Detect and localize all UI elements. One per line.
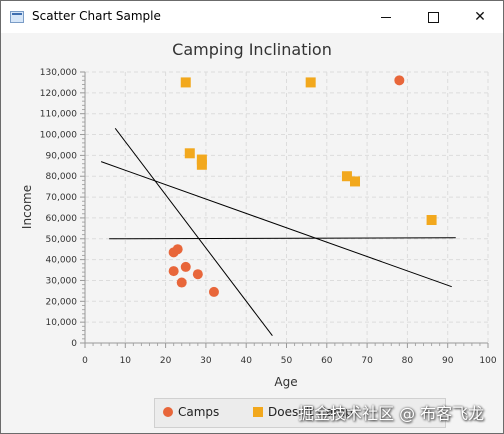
x-tick-label: 20 xyxy=(160,356,172,366)
x-tick-label: 60 xyxy=(321,356,333,366)
y-tick-label: 110,000 xyxy=(40,110,77,120)
y-tick-label: 120,000 xyxy=(40,89,77,99)
legend-label: Camps xyxy=(178,405,220,419)
legend-square-icon xyxy=(253,407,263,417)
x-tick-label: 80 xyxy=(402,356,414,366)
doesnt-camp-point xyxy=(305,77,316,88)
overlay-line xyxy=(100,161,452,288)
minimize-icon xyxy=(381,16,391,18)
tick-labels: 0 10 20 30 40 50 60 70 80 90 100 0 10,000 20,000 30,00… xyxy=(40,68,497,366)
camps-point xyxy=(192,269,203,280)
doesnt-camp-point xyxy=(196,159,207,170)
title-bar[interactable]: Scatter Chart Sample ✕ xyxy=(1,1,503,33)
camps-point xyxy=(394,75,405,86)
y-tick-label: 100,000 xyxy=(40,131,77,141)
watermark: 掘金技术社区 @ 布客飞龙 xyxy=(298,404,485,423)
y-tick-label: 50,000 xyxy=(46,235,78,245)
overlay-line xyxy=(109,237,456,240)
x-tick-label: 10 xyxy=(120,356,132,366)
axes xyxy=(80,71,489,348)
legend-circle-icon xyxy=(163,407,173,417)
doesnt-camp-point xyxy=(196,154,207,165)
y-axis-label: Income xyxy=(20,185,34,229)
minimize-button[interactable] xyxy=(363,1,409,33)
x-tick-label: 50 xyxy=(281,356,293,366)
maximize-button[interactable] xyxy=(410,1,456,33)
x-tick-label: 0 xyxy=(82,356,88,366)
y-tick-label: 70,000 xyxy=(46,193,78,203)
window-title: Scatter Chart Sample xyxy=(32,9,161,23)
legend: Camps Doesn't Camp xyxy=(154,398,446,428)
camps-point xyxy=(208,286,219,297)
close-button[interactable]: ✕ xyxy=(457,1,503,33)
close-icon: ✕ xyxy=(474,9,486,25)
camps-point xyxy=(168,247,179,258)
y-tick-label: 90,000 xyxy=(46,151,78,161)
maximize-icon xyxy=(427,11,439,23)
doesnt-camp-point xyxy=(180,77,191,88)
y-tick-label: 20,000 xyxy=(46,297,78,307)
y-tick-label: 130,000 xyxy=(40,68,77,78)
legend-label: Doesn't Camp xyxy=(268,405,353,419)
y-tick-label: 60,000 xyxy=(46,214,78,224)
overlay-lines xyxy=(100,127,456,337)
app-icon xyxy=(10,11,24,23)
camps-point xyxy=(180,261,191,272)
x-tick-label: 40 xyxy=(240,356,252,366)
camps-point xyxy=(176,277,187,288)
x-axis-label: Age xyxy=(274,375,297,389)
doesnt-camp-point xyxy=(184,148,195,159)
y-tick-label: 0 xyxy=(71,339,77,349)
y-tick-label: 10,000 xyxy=(46,318,78,328)
x-tick-label: 70 xyxy=(361,356,373,366)
y-tick-label: 80,000 xyxy=(46,172,78,182)
x-tick-label: 100 xyxy=(479,356,496,366)
legend-item-camps: Camps xyxy=(163,405,219,419)
chart-title: Camping Inclination xyxy=(172,40,332,59)
data-points xyxy=(168,75,437,297)
legend-item-doesnt-camp: Doesn't Camp xyxy=(253,405,353,419)
x-tick-label: 30 xyxy=(200,356,212,366)
y-tick-label: 40,000 xyxy=(46,256,78,266)
y-tick-label: 30,000 xyxy=(46,276,78,286)
overlay-line xyxy=(114,127,273,337)
doesnt-camp-point xyxy=(350,176,361,187)
doesnt-camp-point xyxy=(341,171,352,182)
doesnt-camp-point xyxy=(426,215,437,226)
x-tick-label: 90 xyxy=(442,356,454,366)
camps-point xyxy=(168,266,179,277)
